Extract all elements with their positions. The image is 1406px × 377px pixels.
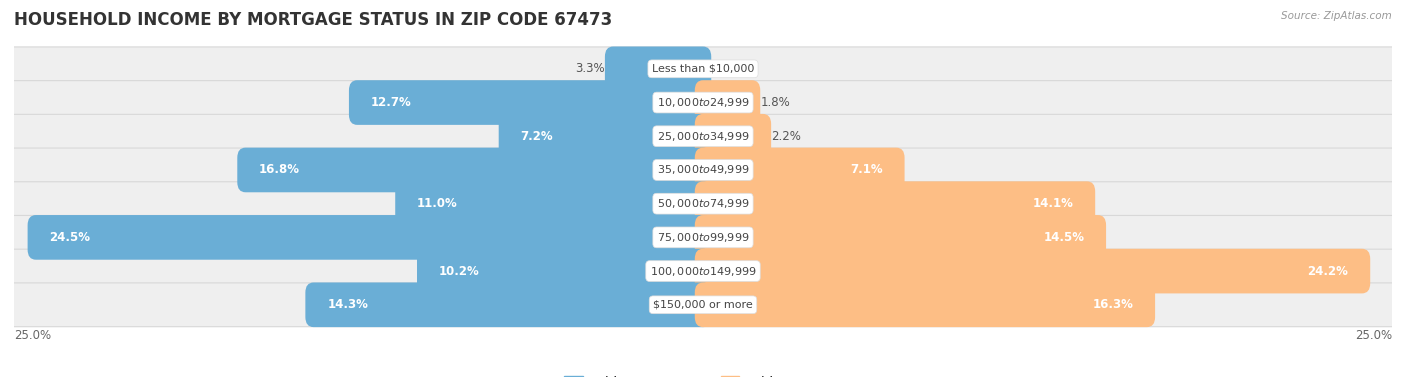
- FancyBboxPatch shape: [395, 181, 711, 226]
- FancyBboxPatch shape: [10, 47, 1396, 91]
- FancyBboxPatch shape: [695, 249, 1371, 293]
- Text: 25.0%: 25.0%: [1355, 329, 1392, 342]
- Text: 24.2%: 24.2%: [1308, 265, 1348, 277]
- FancyBboxPatch shape: [349, 80, 711, 125]
- Text: $25,000 to $34,999: $25,000 to $34,999: [657, 130, 749, 143]
- Text: $100,000 to $149,999: $100,000 to $149,999: [650, 265, 756, 277]
- FancyBboxPatch shape: [695, 114, 770, 159]
- Text: $35,000 to $49,999: $35,000 to $49,999: [657, 164, 749, 176]
- Text: $50,000 to $74,999: $50,000 to $74,999: [657, 197, 749, 210]
- Text: 0.0%: 0.0%: [711, 62, 741, 75]
- Text: 16.8%: 16.8%: [259, 164, 299, 176]
- FancyBboxPatch shape: [10, 216, 1396, 259]
- Text: 1.8%: 1.8%: [761, 96, 790, 109]
- Text: $10,000 to $24,999: $10,000 to $24,999: [657, 96, 749, 109]
- FancyBboxPatch shape: [499, 114, 711, 159]
- Text: HOUSEHOLD INCOME BY MORTGAGE STATUS IN ZIP CODE 67473: HOUSEHOLD INCOME BY MORTGAGE STATUS IN Z…: [14, 11, 612, 29]
- Legend: Without Mortgage, With Mortgage: Without Mortgage, With Mortgage: [564, 375, 842, 377]
- FancyBboxPatch shape: [695, 148, 904, 192]
- FancyBboxPatch shape: [695, 282, 1156, 327]
- Text: $75,000 to $99,999: $75,000 to $99,999: [657, 231, 749, 244]
- FancyBboxPatch shape: [10, 182, 1396, 225]
- FancyBboxPatch shape: [10, 114, 1396, 158]
- Text: 7.1%: 7.1%: [851, 164, 883, 176]
- Text: 10.2%: 10.2%: [439, 265, 479, 277]
- FancyBboxPatch shape: [695, 80, 761, 125]
- Text: 7.2%: 7.2%: [520, 130, 553, 143]
- Text: 2.2%: 2.2%: [770, 130, 801, 143]
- Text: Source: ZipAtlas.com: Source: ZipAtlas.com: [1281, 11, 1392, 21]
- FancyBboxPatch shape: [10, 283, 1396, 327]
- Text: 11.0%: 11.0%: [418, 197, 458, 210]
- Text: 24.5%: 24.5%: [49, 231, 90, 244]
- Text: 14.1%: 14.1%: [1032, 197, 1073, 210]
- FancyBboxPatch shape: [28, 215, 711, 260]
- FancyBboxPatch shape: [305, 282, 711, 327]
- FancyBboxPatch shape: [10, 81, 1396, 124]
- FancyBboxPatch shape: [10, 148, 1396, 192]
- FancyBboxPatch shape: [605, 46, 711, 91]
- Text: 12.7%: 12.7%: [371, 96, 412, 109]
- Text: $150,000 or more: $150,000 or more: [654, 300, 752, 310]
- Text: Less than $10,000: Less than $10,000: [652, 64, 754, 74]
- Text: 3.3%: 3.3%: [575, 62, 605, 75]
- FancyBboxPatch shape: [695, 181, 1095, 226]
- FancyBboxPatch shape: [238, 148, 711, 192]
- FancyBboxPatch shape: [10, 249, 1396, 293]
- Text: 14.5%: 14.5%: [1043, 231, 1084, 244]
- Text: 16.3%: 16.3%: [1092, 298, 1133, 311]
- Text: 14.3%: 14.3%: [328, 298, 368, 311]
- FancyBboxPatch shape: [418, 249, 711, 293]
- Text: 25.0%: 25.0%: [14, 329, 51, 342]
- FancyBboxPatch shape: [695, 215, 1107, 260]
